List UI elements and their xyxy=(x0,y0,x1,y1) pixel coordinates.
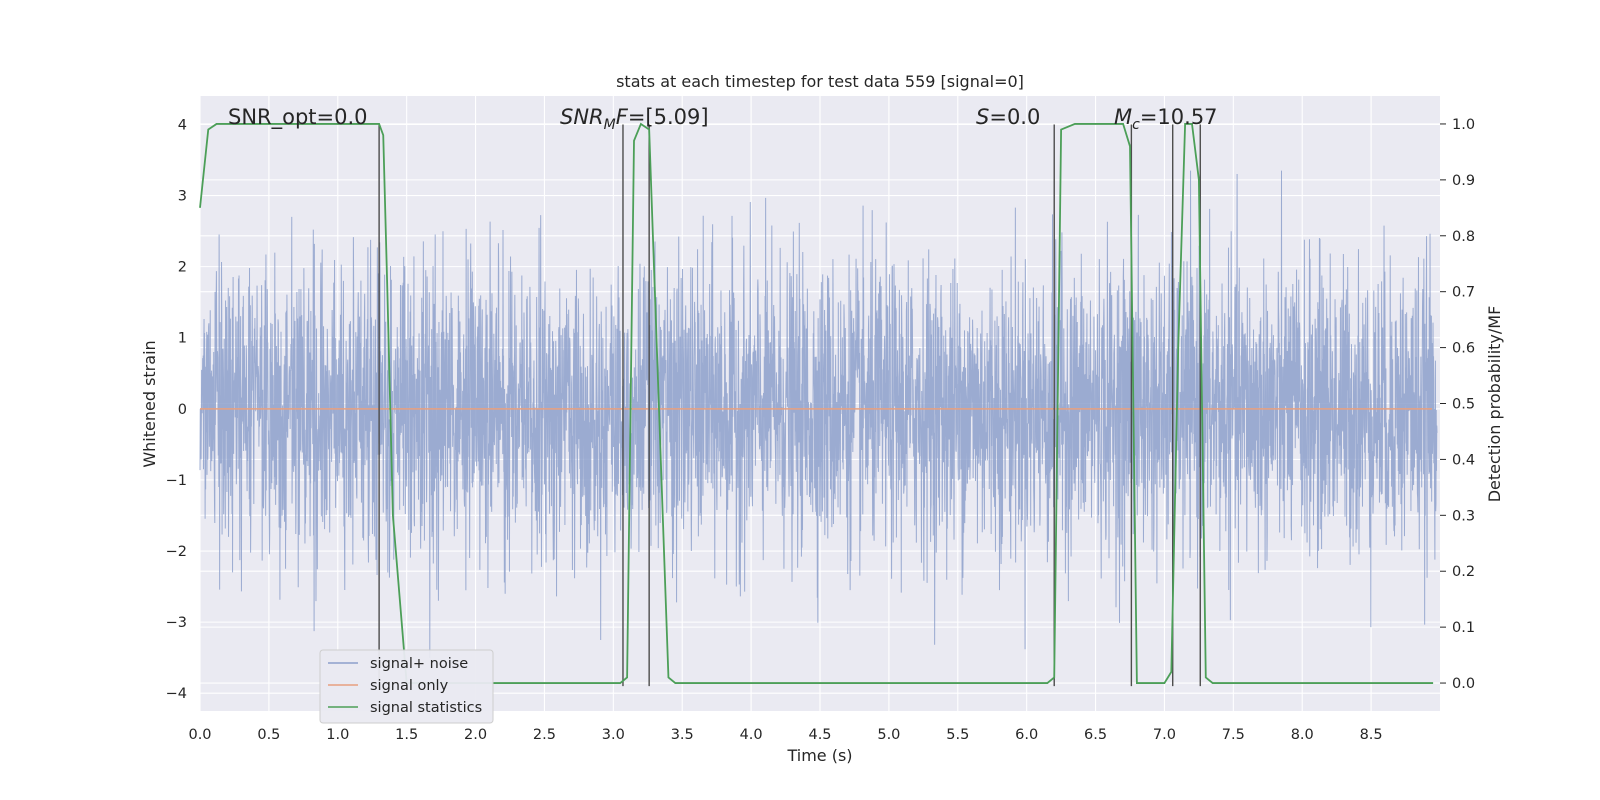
x-tick-label: 2.5 xyxy=(533,727,556,743)
y-right-tick-label: 0.7 xyxy=(1452,285,1475,301)
x-tick-label: 7.5 xyxy=(1222,727,1245,743)
x-tick-label: 0.5 xyxy=(257,727,280,743)
x-tick-label: 5.0 xyxy=(877,727,900,743)
x-tick-label: 3.5 xyxy=(671,727,694,743)
y-right-tick-label: 0.6 xyxy=(1452,341,1475,357)
x-tick-label: 7.0 xyxy=(1153,727,1176,743)
annotation-snr-mf-subscript: M xyxy=(604,117,616,133)
annotation-snr-mf-symbol-2: F xyxy=(616,105,629,129)
y-right-tick-label: 1.0 xyxy=(1452,117,1475,133)
y-left-tick-label: 1 xyxy=(178,331,187,347)
signal-noise-series xyxy=(199,170,1438,659)
signal-statistics-line xyxy=(199,122,1434,684)
x-axis-label: Time (s) xyxy=(786,746,852,765)
y-right-tick-label: 0.8 xyxy=(1452,229,1475,245)
x-tick-label: 1.0 xyxy=(326,727,349,743)
y-right-tick-label: 0.5 xyxy=(1452,397,1475,413)
y-left-tick-label: 3 xyxy=(178,189,187,205)
x-tick-label: 3.0 xyxy=(602,727,625,743)
y-left-tick-label: 0 xyxy=(178,402,187,418)
y-left-axis-ticks: −4 −3 −2 −1 0 1 2 3 4 xyxy=(166,117,187,702)
x-tick-label: 6.0 xyxy=(1015,727,1038,743)
annotation-mc-subscript: c xyxy=(1132,117,1140,133)
x-tick-label: 2.0 xyxy=(464,727,487,743)
legend-box xyxy=(319,649,494,724)
x-tick-label: 6.5 xyxy=(1084,727,1107,743)
x-tick-label: 0.0 xyxy=(188,727,211,743)
y-right-tick-label: 0.1 xyxy=(1452,620,1475,636)
legend: signal+ noise signal only signal statist… xyxy=(319,649,494,724)
y-left-tick-label: −1 xyxy=(166,473,187,489)
y-left-tick-label: −4 xyxy=(166,686,187,702)
x-tick-label: 8.0 xyxy=(1291,727,1314,743)
y-right-tick-label: 0.9 xyxy=(1452,173,1475,189)
chart-title: stats at each timestep for test data 559… xyxy=(616,72,1024,91)
vertical-marker-lines xyxy=(378,124,1201,687)
annotation-s: S=0.0 xyxy=(976,105,1040,129)
x-tick-label: 5.5 xyxy=(946,727,969,743)
legend-label-signal-only: signal only xyxy=(370,678,449,694)
annotation-snr-mf-symbol: SNR xyxy=(560,105,604,129)
x-tick-label: 4.5 xyxy=(808,727,831,743)
y-left-tick-label: −3 xyxy=(166,615,187,631)
x-axis-ticks: 0.0 0.5 1.0 1.5 2.0 2.5 3.0 3.5 4.0 4.5 5.0 5.5 6.0 6… xyxy=(188,727,1382,743)
signal-statistics-series xyxy=(199,122,1434,684)
x-tick-label: 4.0 xyxy=(740,727,763,743)
y-left-axis-label: Whitened strain xyxy=(140,340,159,467)
annotation-snr-opt: SNR_opt=0.0 xyxy=(228,105,368,130)
y-left-tick-label: 4 xyxy=(178,117,187,133)
y-left-tick-label: 2 xyxy=(178,260,187,276)
annotation-mc-value: =10.57 xyxy=(1140,105,1218,129)
y-right-axis-ticks: 0.0 0.1 0.2 0.3 0.4 0.5 0.6 0.7 0.8 0.9 1.0 xyxy=(1440,117,1475,692)
annotation-s-value: =0.0 xyxy=(989,105,1040,129)
legend-label-signal-statistics: signal statistics xyxy=(370,700,482,716)
y-right-tick-label: 0.0 xyxy=(1452,676,1475,692)
annotation-snr-mf: SNRMF=[5.09] xyxy=(560,105,709,133)
x-tick-label: 8.5 xyxy=(1360,727,1383,743)
y-left-tick-label: −2 xyxy=(166,544,187,560)
x-tick-label: 1.5 xyxy=(395,727,418,743)
annotation-mc-symbol: M xyxy=(1114,105,1132,129)
annotation-snr-mf-value: =[5.09] xyxy=(628,105,709,129)
annotation-s-symbol: S xyxy=(976,105,989,129)
signal-noise-line xyxy=(199,170,1438,659)
y-right-axis-label: Detection probability/MF xyxy=(1485,306,1504,503)
y-right-tick-label: 0.4 xyxy=(1452,452,1475,468)
annotation-mc: Mc=10.57 xyxy=(1114,105,1218,133)
y-right-tick-label: 0.3 xyxy=(1452,508,1475,524)
y-right-tick-label: 0.2 xyxy=(1452,564,1475,580)
legend-label-signal-noise: signal+ noise xyxy=(370,656,468,672)
